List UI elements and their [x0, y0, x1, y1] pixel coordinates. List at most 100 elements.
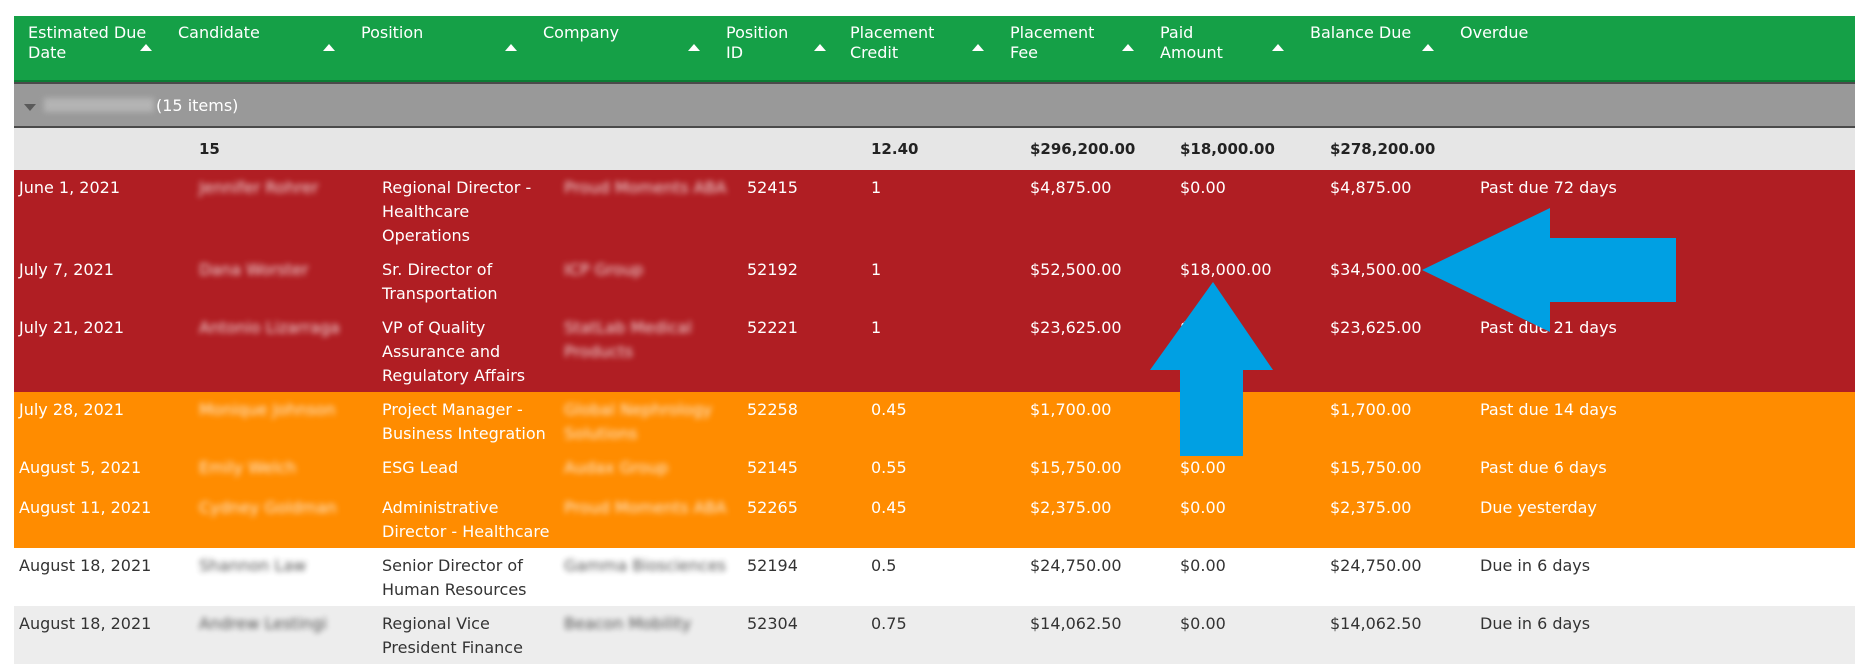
cell-due-date: August 18, 2021	[19, 556, 152, 575]
cell-placement-fee: $2,375.00	[1030, 498, 1112, 517]
grid-header: Estimated Due Date Candidate Position Co…	[14, 16, 1855, 82]
cell-paid-amount: $0.00	[1180, 498, 1226, 517]
sort-arrow-icon[interactable]	[140, 44, 152, 51]
cell-balance-due: $15,750.00	[1330, 458, 1422, 477]
column-label: Candidate	[178, 23, 260, 42]
cell-placement-credit: 0.55	[871, 458, 907, 477]
cell-placement-fee: $52,500.00	[1030, 260, 1122, 279]
table-row[interactable]: July 21, 2021 Antonio Lizarraga VP of Qu…	[14, 310, 1855, 392]
collapse-triangle-icon[interactable]	[24, 104, 36, 111]
cell-company: StatLab Medical Products	[564, 318, 692, 361]
column-label: Position ID	[726, 23, 789, 62]
column-header-position[interactable]: Position	[347, 16, 529, 80]
cell-due-date: June 1, 2021	[19, 178, 120, 197]
cell-placement-fee: $24,750.00	[1030, 556, 1122, 575]
cell-overdue: Due yesterday	[1480, 498, 1597, 517]
column-label: Paid Amount	[1160, 23, 1223, 62]
cell-placement-credit: 1	[871, 178, 882, 197]
table-row[interactable]: July 28, 2021 Monique Johnson Project Ma…	[14, 392, 1855, 450]
cell-placement-fee: $1,700.00	[1030, 400, 1112, 419]
cell-position: Project Manager - Business Integration	[382, 400, 546, 443]
cell-position-id: 52415	[747, 178, 798, 197]
cell-position: Senior Director of Human Resources	[382, 556, 527, 599]
table-row[interactable]: August 18, 2021 Shannon Law Senior Direc…	[14, 548, 1855, 606]
table-row[interactable]: June 1, 2021 Jennifer Rohrer Regional Di…	[14, 170, 1855, 252]
cell-company: Proud Moments ABA	[564, 498, 727, 517]
column-label: Balance Due	[1310, 23, 1412, 42]
group-row[interactable]: (15 items)	[14, 82, 1855, 128]
table-row[interactable]: July 7, 2021 Dana Worster Sr. Director o…	[14, 252, 1855, 310]
cell-company: Beacon Mobility	[564, 614, 692, 633]
cell-position: VP of Quality Assurance and Regulatory A…	[382, 318, 526, 385]
sort-arrow-icon[interactable]	[814, 44, 826, 51]
cell-due-date: August 5, 2021	[19, 458, 142, 477]
cell-overdue: Due in 6 days	[1480, 614, 1591, 633]
cell-paid-amount: $18,000.00	[1180, 260, 1272, 279]
summary-row: 15 12.40 $296,200.00 $18,000.00 $278,200…	[14, 128, 1855, 170]
cell-position: ESG Lead	[382, 458, 459, 477]
column-header-position-id[interactable]: Position ID	[712, 16, 838, 80]
column-label: Placement Credit	[850, 23, 935, 62]
column-header-estimated-due-date[interactable]: Estimated Due Date	[14, 16, 164, 80]
cell-position: Regional Director - Healthcare Operation…	[382, 178, 532, 245]
sort-arrow-icon[interactable]	[1422, 44, 1434, 51]
sort-arrow-icon[interactable]	[688, 44, 700, 51]
cell-placement-credit: 0.75	[871, 614, 907, 633]
column-label: Company	[543, 23, 620, 42]
cell-candidate: Shannon Law	[199, 556, 307, 575]
column-header-paid-amount[interactable]: Paid Amount	[1146, 16, 1296, 80]
cell-paid-amount: $0.00	[1180, 556, 1226, 575]
placements-grid: Estimated Due Date Candidate Position Co…	[14, 16, 1855, 664]
cell-position-id: 52265	[747, 498, 798, 517]
cell-placement-fee: $14,062.50	[1030, 614, 1122, 633]
cell-position-id: 52145	[747, 458, 798, 477]
table-row[interactable]: August 18, 2021 Andrew Lestingi Regional…	[14, 606, 1855, 664]
sort-arrow-icon[interactable]	[1272, 44, 1284, 51]
sort-arrow-icon[interactable]	[972, 44, 984, 51]
cell-candidate: Monique Johnson	[199, 400, 336, 419]
cell-candidate: Jennifer Rohrer	[199, 178, 319, 197]
cell-due-date: July 28, 2021	[19, 400, 125, 419]
cell-paid-amount: $0.00	[1180, 400, 1226, 419]
cell-placement-fee: $23,625.00	[1030, 318, 1122, 337]
column-header-placement-fee[interactable]: Placement Fee	[996, 16, 1146, 80]
cell-company: Global Nephrology Solutions	[564, 400, 713, 443]
cell-placement-credit: 0.45	[871, 400, 907, 419]
cell-company: Proud Moments ABA	[564, 178, 727, 197]
column-label: Placement Fee	[1010, 23, 1095, 62]
column-header-candidate[interactable]: Candidate	[164, 16, 347, 80]
cell-paid-amount: $0.00	[1180, 614, 1226, 633]
cell-position: Sr. Director of Transportation	[382, 260, 498, 303]
column-label: Estimated Due Date	[28, 23, 147, 62]
group-name-redacted	[44, 98, 154, 112]
column-label: Overdue	[1460, 23, 1529, 42]
summary-balance-due: $278,200.00	[1330, 140, 1436, 158]
cell-due-date: July 7, 2021	[19, 260, 114, 279]
column-header-placement-credit[interactable]: Placement Credit	[836, 16, 996, 80]
column-header-company[interactable]: Company	[529, 16, 712, 80]
cell-candidate: Dana Worster	[199, 260, 309, 279]
column-header-balance-due[interactable]: Balance Due	[1296, 16, 1446, 80]
cell-due-date: August 18, 2021	[19, 614, 152, 633]
cell-overdue: Due in 6 days	[1480, 556, 1591, 575]
sort-arrow-icon[interactable]	[323, 44, 335, 51]
cell-balance-due: $24,750.00	[1330, 556, 1422, 575]
table-row[interactable]: August 5, 2021 Emily Welch ESG Lead Auda…	[14, 450, 1855, 490]
cell-paid-amount: $0.00	[1180, 458, 1226, 477]
cell-overdue: Past due 21 days	[1480, 318, 1617, 337]
table-row[interactable]: August 11, 2021 Cydney Goldman Administr…	[14, 490, 1855, 548]
cell-placement-fee: $15,750.00	[1030, 458, 1122, 477]
column-header-overdue[interactable]: Overdue	[1446, 16, 1846, 80]
sort-arrow-icon[interactable]	[505, 44, 517, 51]
cell-position: Regional Vice President Finance	[382, 614, 523, 657]
sort-arrow-icon[interactable]	[1122, 44, 1134, 51]
cell-balance-due: $34,500.00	[1330, 260, 1422, 279]
cell-position-id: 52258	[747, 400, 798, 419]
cell-position-id: 52192	[747, 260, 798, 279]
cell-overdue: Past due 6 days	[1480, 458, 1607, 477]
cell-placement-credit: 0.5	[871, 556, 897, 575]
cell-placement-credit: 1	[871, 318, 882, 337]
cell-due-date: July 21, 2021	[19, 318, 125, 337]
cell-placement-fee: $4,875.00	[1030, 178, 1112, 197]
summary-paid-amount: $18,000.00	[1180, 140, 1275, 158]
